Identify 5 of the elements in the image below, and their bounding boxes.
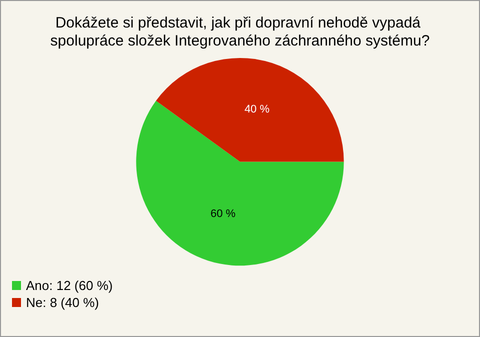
legend-label: Ne: 8 (40 %) (26, 295, 99, 310)
data-label: 60 % (210, 208, 236, 220)
chart-title: Dokážete si představit, jak při dopravní nehodě vypadá spolupráce složek Integrovaného záchranného systému? (50, 14, 430, 50)
legend-label: Ano: 12 (60 %) (26, 278, 113, 293)
data-label: 40 % (244, 104, 270, 116)
